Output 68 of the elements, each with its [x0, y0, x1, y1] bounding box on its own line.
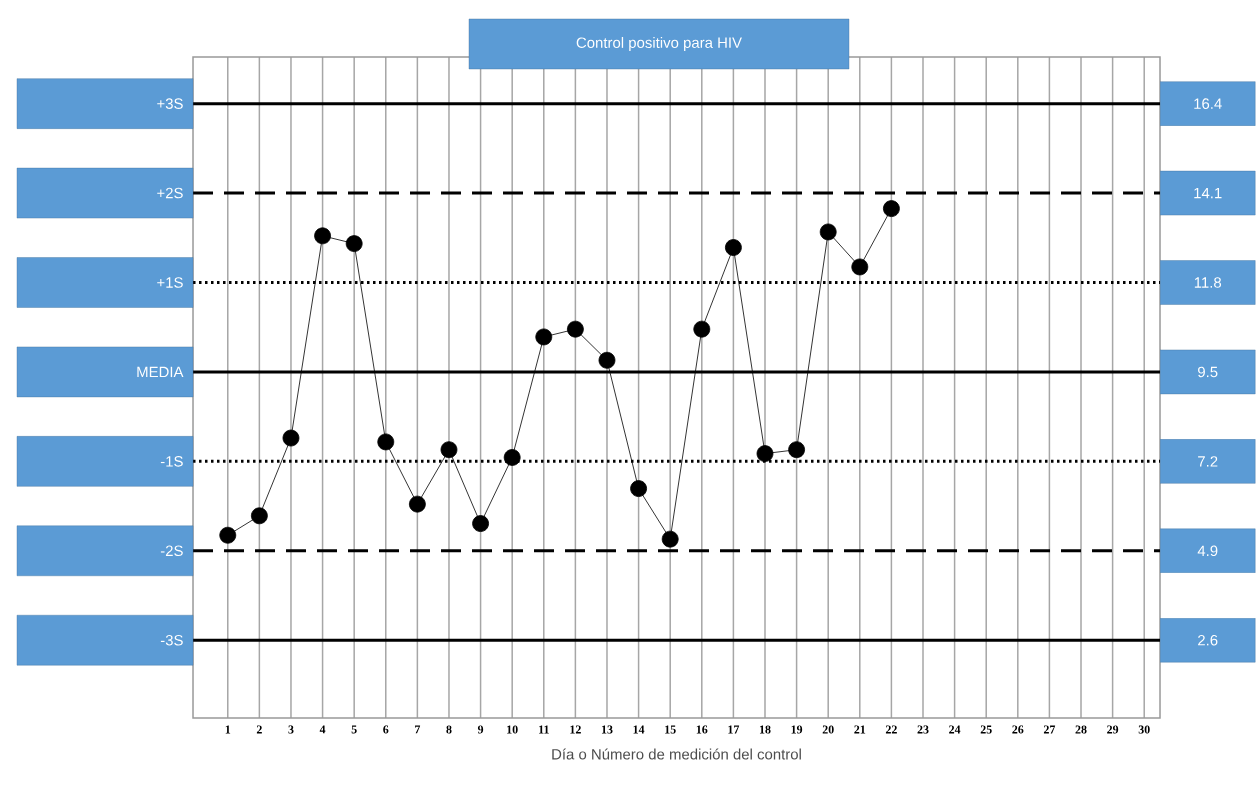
point	[724, 239, 742, 256]
x-tick-label: 17	[728, 725, 740, 734]
x-tick-label: 6	[383, 725, 389, 734]
x-tick-label: 11	[539, 725, 549, 734]
x-tick-label: 4	[319, 725, 326, 734]
x-tick-label: 20	[822, 725, 834, 734]
x-tick-label: 12	[570, 725, 581, 734]
y-tick-label: 11.8	[1194, 277, 1222, 288]
x-tick-label: 16	[696, 725, 708, 734]
point	[472, 515, 489, 532]
point	[819, 223, 837, 241]
ref-line-label: -2S	[160, 545, 183, 557]
point	[883, 200, 900, 218]
y-tick-label: 2.6	[1198, 634, 1218, 646]
point	[314, 227, 331, 245]
ref-line-label: MEDIA	[137, 366, 184, 378]
x-tick-label: 22	[885, 725, 897, 734]
x-tick-label: 23	[917, 725, 929, 734]
x-tick-label: 28	[1075, 725, 1087, 734]
ref-line-label: +2S	[157, 187, 183, 199]
x-axis-title: Día o Número de medición del control	[552, 748, 801, 760]
ref-line-label: -3S	[160, 634, 183, 646]
point	[598, 351, 616, 369]
point	[788, 441, 805, 459]
point	[693, 320, 711, 338]
y-tick-label: 7.2	[1198, 456, 1218, 467]
x-tick-label: 15	[665, 725, 676, 734]
y-tick-label: 9.5	[1198, 366, 1218, 378]
ref-line-label: -1S	[160, 456, 183, 467]
point	[630, 480, 647, 497]
x-tick-label: 24	[949, 725, 961, 734]
x-tick-label: 27	[1043, 725, 1056, 734]
point	[219, 526, 237, 544]
x-tick-label: 8	[446, 725, 452, 734]
x-tick-label: 26	[1012, 725, 1024, 734]
point	[250, 507, 268, 525]
point	[282, 429, 300, 447]
x-tick-label: 10	[507, 725, 518, 734]
x-tick-label: 19	[791, 725, 803, 734]
x-tick-label: 29	[1107, 725, 1119, 734]
point	[503, 449, 521, 466]
x-tick-label: 1	[225, 725, 231, 734]
point	[377, 433, 395, 451]
x-tick-label: 3	[288, 725, 294, 734]
y-tick-label: 14.1	[1194, 187, 1222, 199]
point	[408, 495, 426, 513]
x-tick-label: 2	[256, 725, 262, 734]
y-tick-label: 16.4	[1194, 98, 1222, 109]
point	[535, 328, 553, 346]
point	[440, 441, 458, 459]
x-tick-label: 21	[854, 725, 866, 734]
x-tick-label: 30	[1138, 725, 1150, 734]
point	[756, 445, 774, 462]
point	[661, 530, 679, 548]
point	[566, 320, 584, 338]
x-tick-label: 5	[351, 725, 357, 734]
x-tick-label: 14	[633, 725, 645, 734]
ref-line-label: +3S	[157, 98, 183, 109]
y-tick-label: 4.9	[1197, 545, 1218, 557]
point	[345, 235, 363, 253]
x-tick-label: 13	[601, 725, 613, 734]
point	[851, 258, 869, 276]
ref-line-label: +1S	[157, 277, 183, 288]
x-tick-label: 7	[415, 725, 421, 734]
x-tick-label: 9	[477, 725, 484, 734]
x-tick-label: 18	[759, 725, 771, 734]
x-tick-label: 25	[980, 725, 992, 734]
chart-title: Control positivo para HIV	[576, 37, 742, 51]
